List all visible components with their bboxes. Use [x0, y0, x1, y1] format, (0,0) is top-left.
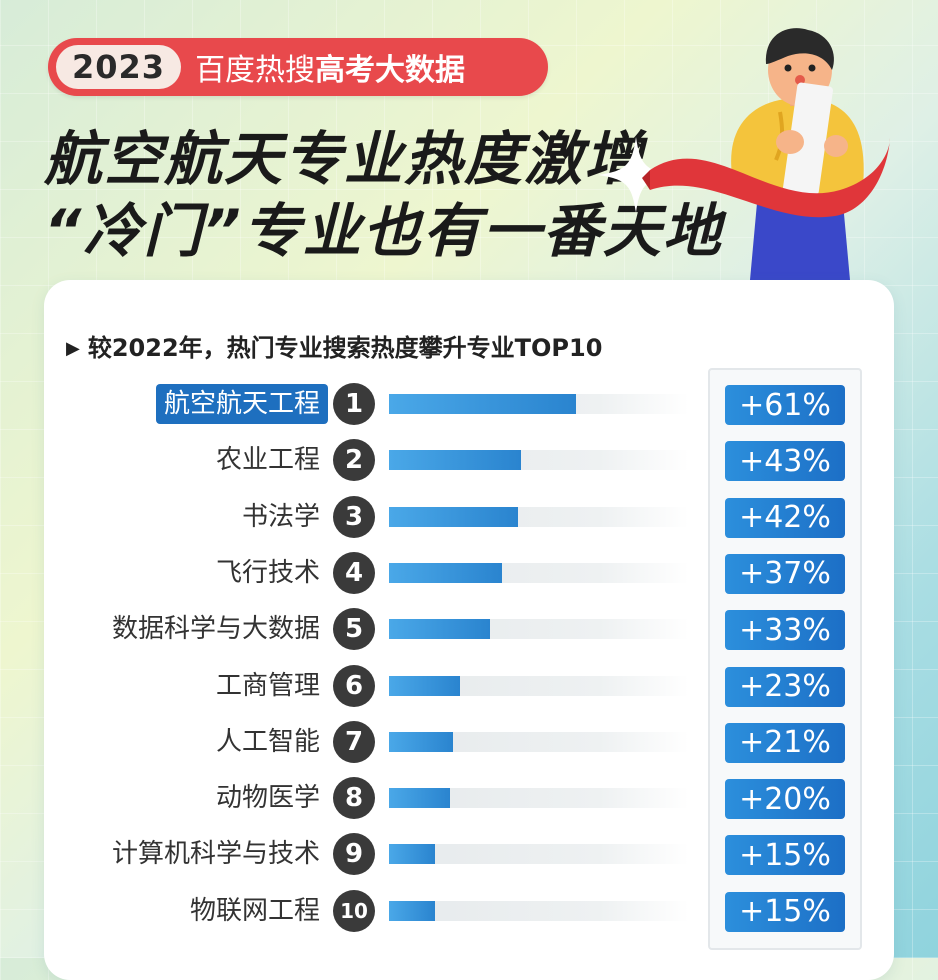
chart-row: 人工智能 7 +21% [0, 715, 938, 771]
title-badge: 2023 百度热搜 高考大数据 [48, 38, 548, 96]
rank-number-badge: 7 [333, 720, 375, 763]
value-label: +33% [725, 610, 845, 651]
category-label: 工商管理 [215, 670, 320, 701]
rank-number-badge: 1 [333, 383, 375, 425]
headline-line-1: 航空航天专业热度激增 [44, 125, 645, 193]
chart-row: 农业工程 2 +43% [0, 433, 938, 489]
bar [389, 788, 450, 809]
bar-track [389, 731, 689, 752]
bar [389, 562, 502, 583]
rank-number-badge: 2 [333, 439, 375, 482]
rank-number-badge: 9 [333, 833, 375, 876]
chart-row: 航空航天工程 1 +61% [0, 377, 938, 433]
rank-number-badge: 4 [333, 551, 375, 594]
headline-line-2: “冷门”专业也有一番天地 [44, 197, 723, 265]
chart-title-text: 较2022年，热门专业搜索热度攀升专业TOP10 [87, 334, 603, 362]
bar [389, 619, 490, 640]
triangle-bullet-icon: ▶ [66, 338, 80, 359]
bar [389, 900, 435, 921]
bar-track [389, 900, 689, 921]
chart-row: 书法学 3 +42% [0, 490, 938, 546]
bar-track [389, 675, 689, 696]
category-label: 书法学 [241, 501, 320, 532]
value-label: +21% [725, 722, 845, 763]
value-label: +61% [725, 385, 845, 425]
chart-row: 计算机科学与技术 9 +15% [0, 827, 938, 883]
bar [389, 731, 453, 752]
bar [389, 675, 460, 696]
value-label: +37% [725, 553, 845, 594]
rank-number-badge: 5 [333, 608, 375, 651]
chart-row: 动物医学 8 +20% [0, 771, 938, 827]
value-label: +20% [725, 779, 845, 820]
value-label: +42% [725, 497, 845, 538]
chart-row: 数据科学与大数据 5 +33% [0, 602, 938, 658]
category-label: 航空航天工程 [155, 384, 328, 424]
category-label: 数据科学与大数据 [111, 614, 320, 645]
bar [389, 394, 576, 414]
rank-number-badge: 6 [333, 664, 375, 707]
mascot-illustration [642, 28, 890, 280]
category-label: 动物医学 [215, 783, 320, 814]
chart-row: 工商管理 6 +23% [0, 659, 938, 715]
value-label: +15% [725, 835, 845, 876]
value-label: +43% [725, 441, 845, 482]
category-label: 飞行技术 [215, 557, 320, 588]
badge-strong: 高考大数据 [315, 53, 466, 88]
value-label: +23% [725, 666, 845, 707]
rank-number-badge: 8 [333, 777, 375, 820]
rank-number-badge: 10 [333, 889, 375, 932]
badge-prefix: 百度热搜 [195, 53, 316, 88]
bar [389, 450, 521, 471]
bar-track [389, 788, 689, 809]
value-label: +15% [725, 891, 845, 932]
category-label: 物联网工程 [189, 895, 320, 926]
chart-title: ▶ 较2022年，热门专业搜索热度攀升专业TOP10 [66, 328, 602, 363]
category-label: 人工智能 [215, 726, 320, 757]
category-label: 计算机科学与技术 [111, 839, 320, 870]
rank-number-badge: 3 [333, 495, 375, 538]
category-label: 农业工程 [215, 445, 320, 476]
bar [389, 844, 435, 865]
bar [389, 506, 518, 527]
sparkle-icon [598, 137, 674, 213]
chart-row: 飞行技术 4 +37% [0, 546, 938, 602]
bar-track [389, 844, 689, 865]
badge-year: 2023 [56, 45, 182, 89]
chart-row: 物联网工程 10 +15% [0, 884, 938, 940]
